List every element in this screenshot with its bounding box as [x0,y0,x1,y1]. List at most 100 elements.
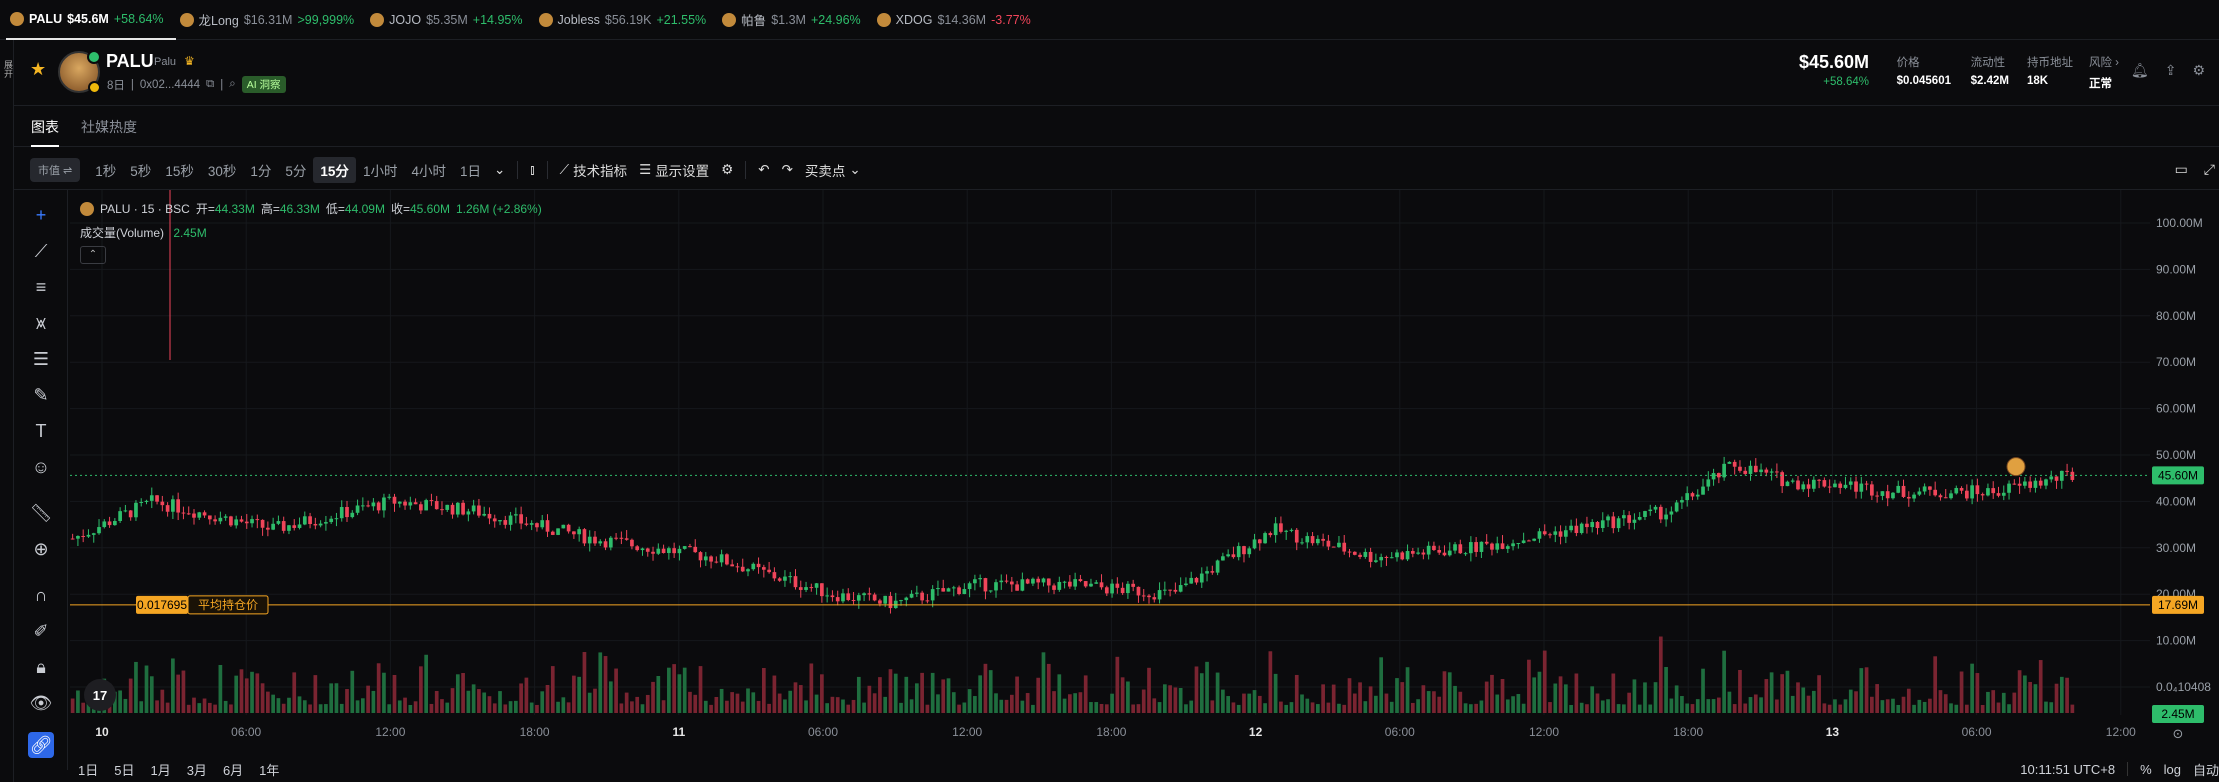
fullscreen-icon[interactable]: ⤢ [2203,161,2215,177]
chart-settings-gear-icon[interactable]: ⚙ [721,161,734,177]
volume-bar [1210,700,1215,713]
indicators-button[interactable]: ⟋ 技术指标 [554,160,633,180]
candle-body [139,501,144,503]
ai-insight-button[interactable]: AI 洞察 [241,76,286,93]
settings-gear-icon[interactable]: ⚙ [2192,62,2205,78]
zoom-in-icon[interactable]: ⊕ [33,539,49,559]
display-settings-button[interactable]: ☰ 显示设置 [633,160,715,180]
candle-body [1284,530,1289,532]
candle-body [761,567,766,570]
tab-chart[interactable]: 图表 [31,107,59,147]
range-button[interactable]: 3月 [186,762,207,778]
ticker-change: +58.64% [113,11,164,26]
timeframe-button[interactable]: 30秒 [207,163,237,179]
tradingview-logo-text: 17 [93,688,107,703]
candle-body [355,505,360,513]
candle-body [698,552,703,561]
legend-open-value: 44.33M [214,202,255,216]
tab-social[interactable]: 社媒热度 [81,118,137,135]
volume-bar [798,685,803,713]
trendline-icon[interactable]: ⟋ [34,241,48,261]
link-icon[interactable]: 🔗︎ [28,732,54,758]
candle-body [1447,550,1452,556]
left-collapse-strip[interactable]: 展开 [0,40,14,782]
range-button[interactable]: 1日 [78,762,99,778]
ticker-change: -3.77% [991,12,1031,27]
ruler-icon[interactable]: 📏︎ [29,503,53,523]
volume-bar [1769,672,1774,713]
buy-sell-points-button[interactable]: 买卖点 ⌄ [799,160,867,180]
volume-bar [1848,689,1853,713]
timeframe-button[interactable]: 1秒 [95,163,117,179]
percent-toggle[interactable]: % [2140,761,2152,777]
text-icon[interactable]: T [35,421,47,441]
timeframe-button[interactable]: 5秒 [130,163,152,179]
fib-icon[interactable]: ☰ [32,349,50,369]
price-chart[interactable]: 10 06:00 12:00 18:00 11 06:00 12:00 18:00 12 06:0… [70,190,2219,750]
timeframe-dropdown-chevron-icon[interactable]: ⌄ [493,161,506,177]
timeframe-button[interactable]: 15分 [313,156,356,183]
magnet-icon[interactable]: ∩ [34,585,48,605]
volume-bar [1310,702,1315,713]
volume-bar [1062,698,1067,713]
collapse-legend-button[interactable]: ⌃ [80,246,106,264]
ticker-item[interactable]: 龙Long $16.31M >99,999% [176,0,367,40]
range-button[interactable]: 1月 [150,762,171,778]
candle-body [339,506,344,519]
candle-body [1674,502,1679,512]
crosshair-icon[interactable]: + [35,205,47,225]
chart-canvas[interactable]: 10 06:00 12:00 18:00 11 06:00 12:00 18:00 12 06:0… [70,190,2219,750]
timeframe-button[interactable]: 1分 [250,163,272,179]
volume-bar [915,683,919,713]
timeframe-button[interactable]: 5分 [285,163,307,179]
timeframe-button[interactable]: 1小时 [362,163,398,179]
ticker-name: PALU [29,11,63,26]
draw-lock-icon[interactable]: ✐ [33,621,49,641]
layout-icon[interactable]: ▭ [2174,161,2188,177]
emoji-icon[interactable]: ☺ [31,457,51,477]
volume-bar [1790,695,1795,713]
ticker-name: Jobless [557,12,600,27]
candle-body [1078,579,1083,582]
stat-risk[interactable]: 风险 › 正常 [2089,54,2119,91]
horizontal-lines-icon[interactable]: ≡ [35,277,47,297]
market-cap-toggle[interactable]: 市值 ⇌ [30,157,81,182]
ticker-item[interactable]: 帕鲁 $1.3M +24.96% [718,0,872,40]
brush-icon[interactable]: ✎ [33,385,49,405]
alert-bell-icon[interactable]: 🔔︎ [2130,62,2149,78]
log-toggle[interactable]: log [2163,761,2181,777]
range-button[interactable]: 5日 [114,762,135,778]
candle-body [1616,518,1621,529]
candle-body [1970,485,1974,499]
candle-body [1848,481,1853,485]
range-button[interactable]: 6月 [222,762,244,778]
eye-icon[interactable]: 👁︎ [29,693,53,713]
volume-axis-label: 2.45M [2161,707,2194,721]
ticker-item[interactable]: PALU $45.6M +58.64% [6,0,176,40]
volume-bar [1738,669,1742,713]
volume-bar [1622,704,1626,713]
volume-bar [1089,702,1093,713]
share-icon[interactable]: ⇪ [2164,62,2177,78]
volume-bar [1141,689,1146,713]
timeframe-button[interactable]: 4小时 [411,163,446,179]
ticker-item[interactable]: Jobless $56.19K +21.55% [535,0,719,40]
volume-bar [909,699,914,713]
timeframe-button[interactable]: 15秒 [165,163,194,179]
x-tick-label: 12:00 [952,725,982,739]
undo-icon[interactable]: ↶ [758,161,770,177]
pattern-icon[interactable]: ⩙ [35,313,47,333]
auto-scale-toggle[interactable]: 自动 [2192,762,2219,778]
lock-icon[interactable]: 🔒︎ [36,657,46,677]
candle-body [1775,471,1779,473]
candle-type-icon[interactable]: ⫾ [530,161,535,177]
timeframe-button[interactable]: 1日 [459,163,481,179]
ticker-item[interactable]: JOJO $5.35M +14.95% [366,0,534,40]
ticker-item[interactable]: XDOG $14.36M -3.77% [873,0,1043,40]
volume-bar [308,704,312,713]
favorite-star-icon[interactable]: ★ [30,59,47,79]
search-icon[interactable]: ⌕ [229,78,236,90]
range-button[interactable]: 1年 [259,762,280,778]
copy-icon[interactable]: ⧉ [206,78,215,90]
redo-icon[interactable]: ↷ [781,161,793,177]
